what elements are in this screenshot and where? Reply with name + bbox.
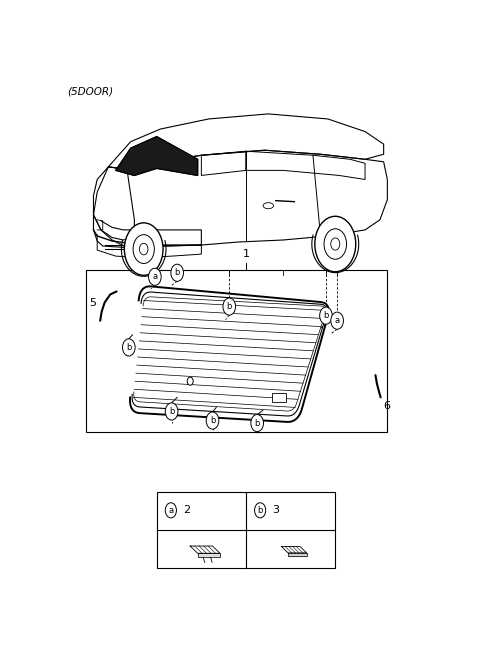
Circle shape xyxy=(206,412,219,429)
Circle shape xyxy=(133,234,155,263)
Text: a: a xyxy=(335,316,340,325)
Text: b: b xyxy=(254,419,260,428)
Text: b: b xyxy=(126,343,132,352)
Circle shape xyxy=(251,415,264,432)
Circle shape xyxy=(148,269,161,286)
Text: 1: 1 xyxy=(242,249,250,259)
Polygon shape xyxy=(116,137,198,176)
Polygon shape xyxy=(288,553,307,556)
Text: b: b xyxy=(257,506,263,515)
Text: a: a xyxy=(168,506,173,515)
Circle shape xyxy=(171,264,183,282)
Circle shape xyxy=(320,307,332,324)
Circle shape xyxy=(124,223,163,275)
Polygon shape xyxy=(198,553,220,557)
Circle shape xyxy=(165,503,177,518)
Text: 6: 6 xyxy=(383,402,390,411)
Circle shape xyxy=(223,298,236,315)
Text: b: b xyxy=(324,311,329,320)
Circle shape xyxy=(165,403,178,420)
Text: 3: 3 xyxy=(272,505,279,515)
Circle shape xyxy=(331,312,344,329)
Bar xyxy=(86,271,387,432)
Circle shape xyxy=(122,339,135,356)
Bar xyxy=(272,393,286,402)
Polygon shape xyxy=(130,286,329,422)
Polygon shape xyxy=(281,546,307,553)
Circle shape xyxy=(140,243,148,255)
Ellipse shape xyxy=(263,202,274,209)
Text: (5DOOR): (5DOOR) xyxy=(67,86,114,96)
Circle shape xyxy=(187,377,193,385)
Circle shape xyxy=(254,503,266,518)
Bar xyxy=(156,492,335,568)
Text: b: b xyxy=(227,302,232,311)
Polygon shape xyxy=(190,546,220,553)
Text: a: a xyxy=(152,272,157,281)
Text: b: b xyxy=(210,416,215,425)
Text: 2: 2 xyxy=(183,505,190,515)
Circle shape xyxy=(315,216,356,272)
Text: 5: 5 xyxy=(89,298,96,308)
Text: b: b xyxy=(169,407,174,416)
Text: b: b xyxy=(175,269,180,277)
Circle shape xyxy=(331,238,340,250)
Circle shape xyxy=(324,229,347,259)
